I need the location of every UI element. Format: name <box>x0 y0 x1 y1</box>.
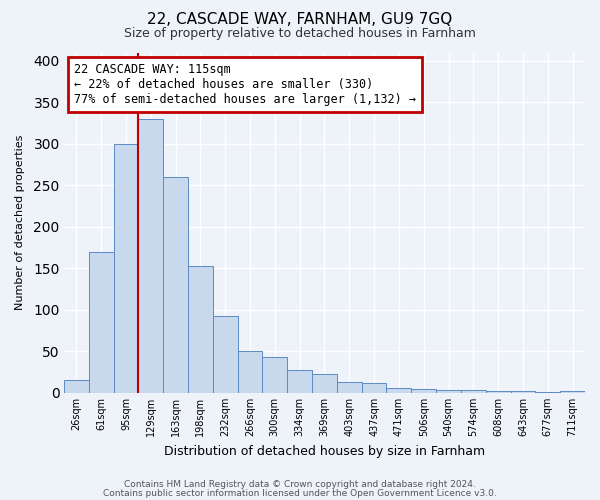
Bar <box>64 380 89 392</box>
Text: 22 CASCADE WAY: 115sqm
← 22% of detached houses are smaller (330)
77% of semi-de: 22 CASCADE WAY: 115sqm ← 22% of detached… <box>74 62 416 106</box>
Bar <box>362 384 386 392</box>
Bar <box>163 177 188 392</box>
Text: 22, CASCADE WAY, FARNHAM, GU9 7GQ: 22, CASCADE WAY, FARNHAM, GU9 7GQ <box>148 12 452 28</box>
Bar <box>188 266 213 392</box>
Bar <box>386 388 411 392</box>
Bar <box>436 390 461 392</box>
Bar <box>511 391 535 392</box>
Bar <box>113 144 139 392</box>
Bar <box>337 382 362 392</box>
Bar <box>287 370 312 392</box>
Bar <box>238 351 262 393</box>
Bar <box>89 252 113 392</box>
Bar <box>560 391 585 392</box>
Bar <box>262 357 287 392</box>
Bar <box>461 390 486 392</box>
Bar <box>312 374 337 392</box>
Bar <box>411 390 436 392</box>
X-axis label: Distribution of detached houses by size in Farnham: Distribution of detached houses by size … <box>164 444 485 458</box>
Text: Size of property relative to detached houses in Farnham: Size of property relative to detached ho… <box>124 26 476 40</box>
Bar <box>139 119 163 392</box>
Text: Contains HM Land Registry data © Crown copyright and database right 2024.: Contains HM Land Registry data © Crown c… <box>124 480 476 489</box>
Bar <box>213 316 238 392</box>
Bar <box>486 391 511 392</box>
Text: Contains public sector information licensed under the Open Government Licence v3: Contains public sector information licen… <box>103 488 497 498</box>
Y-axis label: Number of detached properties: Number of detached properties <box>15 135 25 310</box>
